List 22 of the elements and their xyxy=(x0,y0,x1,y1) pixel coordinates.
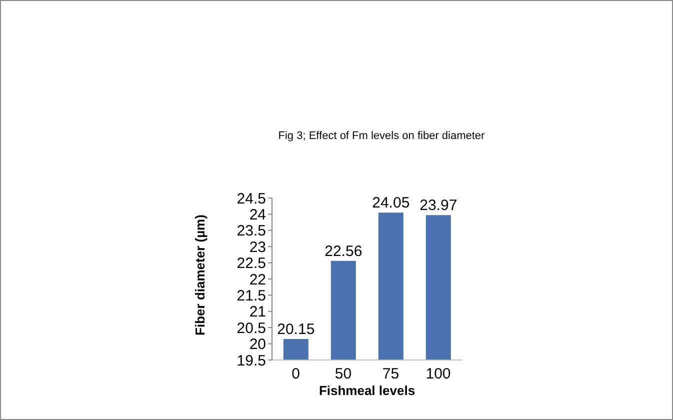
y-tick-label: 21.5 xyxy=(236,288,266,305)
chart-title: Fig 3; Effect of Fm levels on fiber diameter xyxy=(277,130,486,142)
y-tick-label: 20 xyxy=(249,336,266,354)
x-tick-label: 0 xyxy=(292,366,300,383)
data-label: 23.97 xyxy=(420,197,458,214)
x-tick-label: 75 xyxy=(382,366,400,383)
x-axis-title: Fishmeal levels xyxy=(318,383,416,398)
x-tick-label: 50 xyxy=(334,366,352,383)
y-tick-label: 22 xyxy=(249,271,266,288)
y-tick-label: 22.5 xyxy=(236,255,266,272)
data-label: 24.05 xyxy=(372,194,410,212)
y-axis-title: Fiber diameter (µm) xyxy=(192,214,208,336)
y-tick-label: 23.5 xyxy=(236,222,266,240)
y-tick-label: 23 xyxy=(249,238,266,256)
y-tick-label: 24.5 xyxy=(236,190,266,208)
y-tick-label: 24 xyxy=(249,206,266,224)
data-label: 22.56 xyxy=(324,242,362,260)
y-tick-label: 19.5 xyxy=(236,352,266,370)
y-tick-label: 21 xyxy=(249,304,266,321)
data-label: 20.15 xyxy=(277,320,315,338)
x-tick-label: 100 xyxy=(426,366,451,383)
y-tick-label: 20.5 xyxy=(236,320,266,337)
